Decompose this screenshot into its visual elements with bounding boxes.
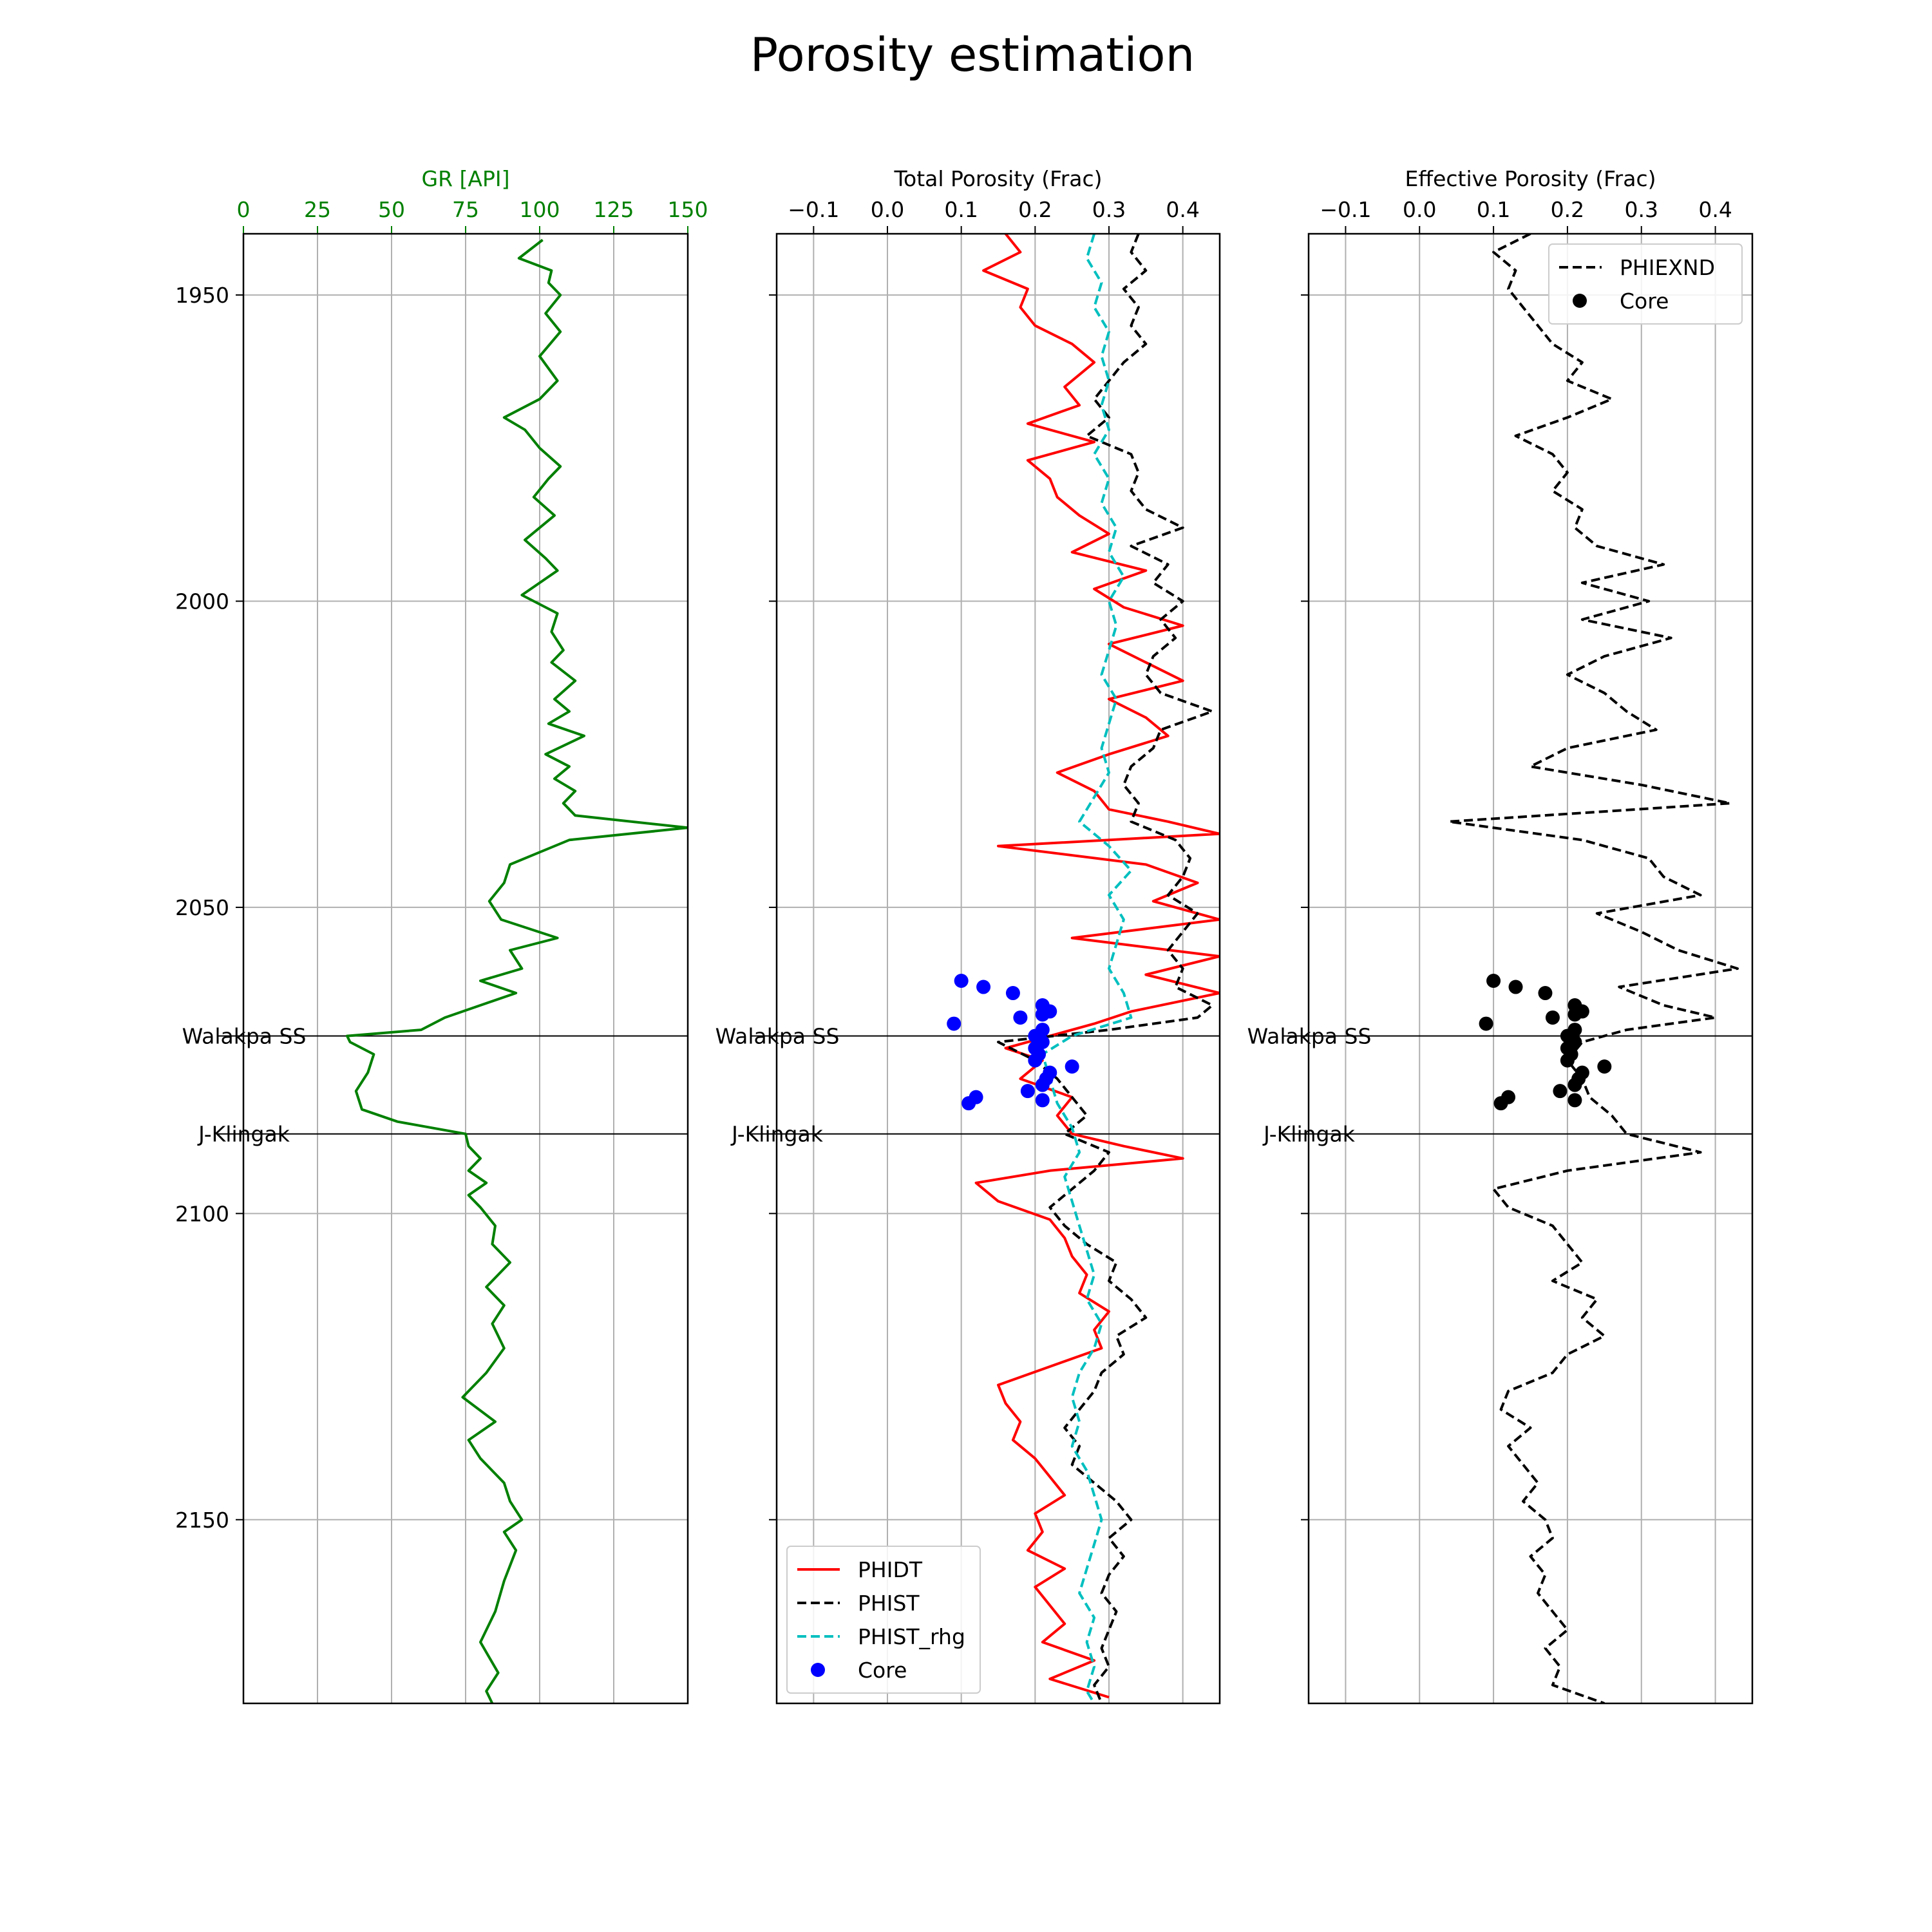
core-point bbox=[1013, 1010, 1028, 1025]
x-tick-label: 75 bbox=[452, 197, 479, 222]
x-tick-label: 50 bbox=[378, 197, 405, 222]
core-point bbox=[1545, 1010, 1560, 1025]
core-point bbox=[1567, 1077, 1582, 1092]
total-porosity-track-grid bbox=[777, 234, 1220, 1703]
core-point bbox=[961, 1096, 976, 1111]
total-porosity-track: Walakpa SSJ-Klingak −0.1 0.0 0.1 0.2 0.3 0.4 T… bbox=[715, 166, 1221, 1705]
total-porosity-track-series bbox=[947, 234, 1220, 1703]
core-point bbox=[1538, 986, 1553, 1001]
x-axis-label: GR [API] bbox=[422, 166, 510, 191]
y-tick-label: 1950 bbox=[175, 283, 229, 308]
legend-marker bbox=[811, 1663, 825, 1677]
x-tick-label: 0.2 bbox=[1551, 197, 1584, 222]
legend-label: PHIST bbox=[858, 1591, 920, 1616]
core-point bbox=[1493, 1096, 1508, 1111]
gr-track-grid bbox=[243, 234, 688, 1703]
core-point bbox=[1560, 1053, 1575, 1068]
effective-porosity-track-grid bbox=[1309, 234, 1752, 1703]
gr-track-frame: 0 25 50 75 100 125 150 1950 2000 2050 2100 2150 GR [… bbox=[175, 166, 708, 1705]
x-tick-label: 100 bbox=[520, 197, 560, 222]
legend-label: PHIDT bbox=[858, 1557, 923, 1582]
legend-label: PHIST_rhg bbox=[858, 1624, 965, 1649]
effective-porosity-track-frame: −0.1 0.0 0.1 0.2 0.3 0.4 Effective Porosity (F… bbox=[1301, 166, 1754, 1705]
x-tick-label: −0.1 bbox=[1320, 197, 1371, 222]
x-tick-label: 150 bbox=[668, 197, 708, 222]
x-tick-label: 0.2 bbox=[1018, 197, 1052, 222]
y-tick-label: 2100 bbox=[175, 1201, 229, 1226]
core-point bbox=[1035, 1007, 1050, 1022]
x-tick-label: 0.1 bbox=[1477, 197, 1510, 222]
legend-marker bbox=[1573, 294, 1587, 308]
legend-label: Core bbox=[858, 1658, 907, 1683]
x-tick-label: 125 bbox=[594, 197, 634, 222]
core-point bbox=[1479, 1016, 1493, 1031]
core-point bbox=[1553, 1084, 1567, 1099]
x-tick-label: 0.0 bbox=[871, 197, 904, 222]
core-point bbox=[1597, 1059, 1612, 1074]
plot-frame bbox=[242, 232, 689, 1705]
x-axis-label: Total Porosity (Frac) bbox=[893, 166, 1102, 191]
phist-curve bbox=[997, 234, 1214, 1703]
core-point bbox=[1508, 980, 1523, 994]
core-point bbox=[1020, 1084, 1035, 1099]
y-tick-label: 2000 bbox=[175, 589, 229, 614]
legend-label: PHIEXND bbox=[1620, 255, 1715, 280]
x-tick-label: 0.3 bbox=[1092, 197, 1126, 222]
effective-porosity-track-series bbox=[1448, 234, 1739, 1703]
phist_rhg-curve bbox=[1041, 234, 1133, 1703]
x-tick-label: 0.4 bbox=[1698, 197, 1732, 222]
x-tick-label: 0.3 bbox=[1625, 197, 1658, 222]
core-point bbox=[1486, 974, 1501, 989]
core-point bbox=[1035, 1093, 1050, 1108]
x-tick-label: 0.1 bbox=[944, 197, 978, 222]
core-point bbox=[1567, 1007, 1582, 1022]
x-tick-label: 0 bbox=[237, 197, 251, 222]
core-point bbox=[1035, 1077, 1050, 1092]
x-tick-label: 0.4 bbox=[1166, 197, 1199, 222]
phist-curve bbox=[1448, 234, 1739, 1703]
core-point bbox=[954, 974, 969, 989]
phidt-curve bbox=[974, 234, 1220, 1699]
plot-frame bbox=[775, 232, 1221, 1705]
y-tick-label: 2050 bbox=[175, 895, 229, 920]
plot-frame bbox=[1307, 232, 1754, 1705]
core-point bbox=[976, 980, 991, 994]
legend-box bbox=[786, 1546, 981, 1694]
gr-track: Walakpa SSJ-Klingak 0 25 50 75 100 125 1501950… bbox=[175, 166, 708, 1705]
figure-title: Porosity estimation bbox=[750, 28, 1195, 82]
effective-porosity-track: Walakpa SSJ-Klingak −0.1 0.0 0.1 0.2 0.3 0.4 E… bbox=[1247, 166, 1754, 1705]
x-tick-label: 0.0 bbox=[1403, 197, 1436, 222]
core-point bbox=[1567, 1093, 1582, 1108]
legend-box bbox=[1548, 243, 1743, 325]
x-tick-label: −0.1 bbox=[788, 197, 839, 222]
legend-label: Core bbox=[1620, 289, 1669, 314]
effective-porosity-track-tops: Walakpa SSJ-Klingak bbox=[1247, 1024, 1752, 1147]
core-point bbox=[1065, 1059, 1079, 1074]
x-axis-label: Effective Porosity (Frac) bbox=[1405, 166, 1656, 191]
total-porosity-track-legend: PHIDT PHIST PHIST_rhg Core bbox=[786, 1546, 981, 1694]
total-porosity-track-tops: Walakpa SSJ-Klingak bbox=[715, 1024, 1220, 1147]
core-point bbox=[1005, 986, 1020, 1001]
gr-track-series bbox=[346, 238, 688, 1703]
x-tick-label: 25 bbox=[304, 197, 331, 222]
y-tick-label: 2150 bbox=[175, 1508, 229, 1533]
effective-porosity-track-legend: PHIEXND Core bbox=[1548, 243, 1743, 325]
total-porosity-track-frame: −0.1 0.0 0.1 0.2 0.3 0.4 Total Porosity (Frac) bbox=[769, 166, 1221, 1705]
core-point bbox=[947, 1016, 961, 1031]
core-point bbox=[1028, 1053, 1043, 1068]
gr-curve bbox=[346, 238, 688, 1703]
